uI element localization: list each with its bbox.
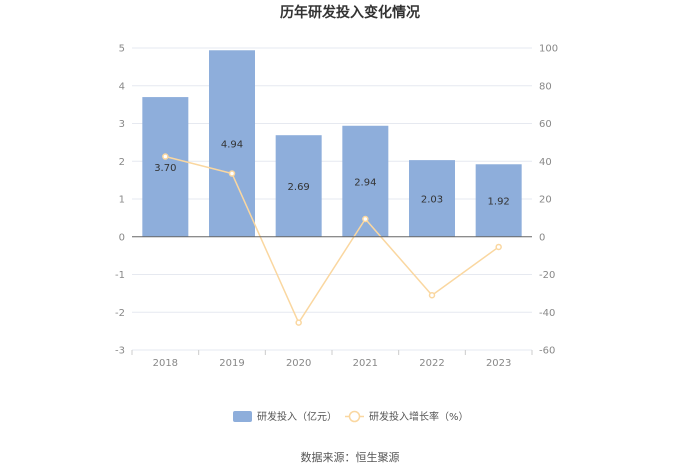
growth-line	[165, 155, 500, 325]
growth-point	[162, 153, 169, 160]
growth-point	[428, 292, 436, 299]
bar	[142, 97, 189, 237]
right-tick-label: 80	[539, 81, 552, 92]
x-tick-label: 2023	[486, 358, 511, 369]
right-tick-label: -40	[539, 308, 555, 319]
left-tick-label: 1	[119, 195, 125, 206]
right-y-axis: 100 80 60 40 20 0 -20 -40 -60	[539, 44, 558, 357]
bar-data-label: 1.92	[488, 197, 510, 208]
bar-data-label: 3.70	[154, 163, 176, 174]
right-tick-label: -20	[539, 270, 555, 281]
left-tick-label: -2	[115, 308, 125, 319]
right-tick-label: -60	[539, 346, 555, 357]
left-y-axis: 5 4 3 2 1 0 -1 -2 -3	[115, 44, 125, 357]
growth-point	[295, 319, 302, 326]
x-axis: 2018 2019 2020 2021 2022 2023	[131, 236, 533, 369]
legend-bar-label: 研发投入（亿元）	[257, 410, 337, 423]
right-tick-label: 100	[539, 44, 558, 55]
x-tick-label: 2022	[419, 358, 444, 369]
legend-bar-swatch	[233, 411, 252, 422]
legend-item-bar[interactable]: 研发投入（亿元）	[233, 410, 337, 423]
bar-data-label: 2.94	[354, 177, 376, 188]
left-tick-label: 5	[119, 44, 125, 55]
growth-point	[228, 170, 236, 177]
bar-series	[142, 50, 522, 237]
x-tick-label: 2020	[286, 358, 311, 369]
legend-item-line[interactable]: 研发投入增长率（%）	[345, 410, 469, 423]
left-tick-label: 4	[119, 81, 125, 92]
data-labels: 3.70 4.94 2.69 2.94 2.03 1.92	[154, 140, 510, 208]
x-tick-label: 2019	[219, 358, 244, 369]
left-tick-label: 0	[119, 232, 125, 243]
right-tick-label: 60	[539, 119, 552, 130]
bar	[275, 135, 322, 237]
bar	[409, 160, 455, 237]
right-tick-label: 0	[539, 232, 545, 243]
right-tick-label: 20	[539, 195, 552, 206]
data-source: 数据来源：恒生聚源	[301, 450, 400, 464]
legend: 研发投入（亿元） 研发投入增长率（%）	[233, 410, 469, 423]
left-tick-label: 3	[119, 119, 125, 130]
bar-data-label: 2.03	[421, 194, 443, 205]
line-series	[162, 153, 502, 326]
legend-line-label: 研发投入增长率（%）	[369, 410, 469, 423]
growth-point	[495, 243, 502, 251]
bar-data-label: 4.94	[221, 140, 243, 151]
grid	[132, 47, 532, 351]
x-tick-label: 2018	[153, 358, 178, 369]
left-tick-label: -1	[115, 270, 125, 281]
right-tick-label: 40	[539, 157, 552, 168]
bar-data-label: 2.69	[288, 182, 310, 193]
chart-title: 历年研发投入变化情况	[280, 4, 420, 21]
legend-line-marker	[348, 410, 361, 423]
x-tick-label: 2021	[353, 358, 378, 369]
left-tick-label: -3	[115, 346, 125, 357]
bar	[209, 50, 255, 237]
left-tick-label: 2	[119, 157, 125, 168]
growth-point	[362, 215, 369, 223]
bar	[475, 164, 522, 237]
